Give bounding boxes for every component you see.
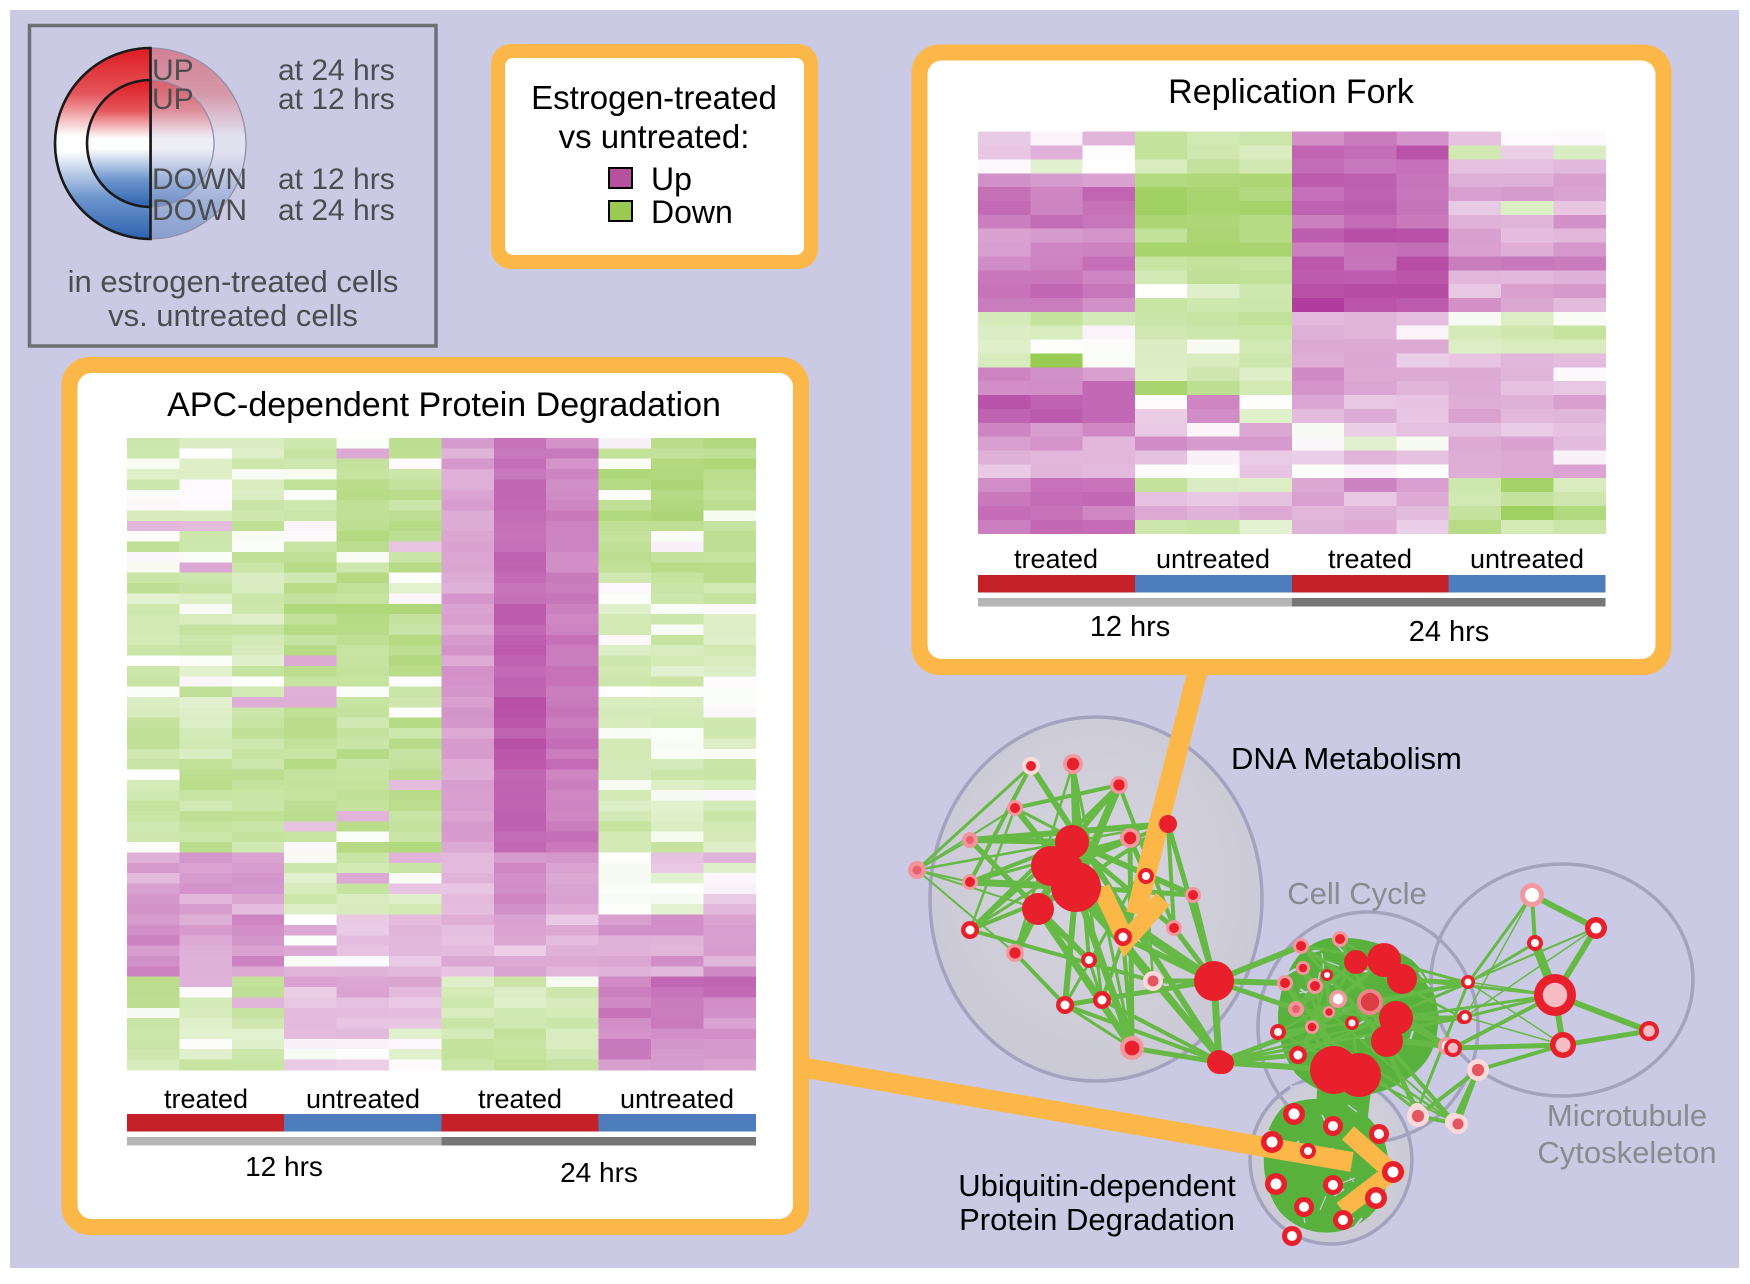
svg-text:vs untreated:: vs untreated: — [559, 118, 750, 155]
svg-text:treated: treated — [1328, 544, 1412, 574]
svg-text:untreated: untreated — [620, 1084, 734, 1114]
svg-text:at 12 hrs: at 12 hrs — [278, 163, 395, 196]
svg-text:24 hrs: 24 hrs — [1409, 616, 1490, 648]
svg-text:untreated: untreated — [306, 1084, 420, 1114]
svg-text:Ubiquitin-dependent: Ubiquitin-dependent — [958, 1168, 1236, 1203]
svg-text:untreated: untreated — [1470, 544, 1584, 574]
svg-text:UP: UP — [152, 54, 194, 87]
svg-text:Down: Down — [651, 194, 733, 230]
svg-text:Protein Degradation: Protein Degradation — [959, 1202, 1235, 1237]
svg-text:Replication Fork: Replication Fork — [1168, 73, 1415, 111]
svg-text:Microtubule: Microtubule — [1547, 1098, 1707, 1133]
svg-text:APC-dependent Protein Degradat: APC-dependent Protein Degradation — [167, 386, 721, 424]
svg-text:Estrogen-treated: Estrogen-treated — [531, 79, 777, 116]
svg-text:Up: Up — [651, 161, 692, 197]
svg-text:vs. untreated cells: vs. untreated cells — [108, 298, 358, 333]
svg-text:12 hrs: 12 hrs — [245, 1151, 323, 1182]
svg-text:in estrogen-treated cells: in estrogen-treated cells — [68, 264, 399, 299]
svg-text:DNA Metabolism: DNA Metabolism — [1231, 741, 1462, 776]
svg-text:Cytoskeleton: Cytoskeleton — [1537, 1135, 1716, 1170]
svg-text:24 hrs: 24 hrs — [560, 1157, 638, 1188]
svg-text:DOWN: DOWN — [152, 163, 247, 196]
svg-text:Cell Cycle: Cell Cycle — [1287, 876, 1427, 911]
svg-text:at 24 hrs: at 24 hrs — [278, 194, 395, 227]
svg-text:at 24 hrs: at 24 hrs — [278, 54, 395, 87]
svg-text:untreated: untreated — [1156, 544, 1270, 574]
svg-text:UP: UP — [152, 83, 194, 116]
svg-text:treated: treated — [164, 1084, 248, 1114]
svg-text:at 12 hrs: at 12 hrs — [278, 83, 395, 116]
svg-text:DOWN: DOWN — [152, 194, 247, 227]
svg-text:12 hrs: 12 hrs — [1090, 611, 1171, 643]
svg-text:treated: treated — [478, 1084, 562, 1114]
svg-text:treated: treated — [1014, 544, 1098, 574]
